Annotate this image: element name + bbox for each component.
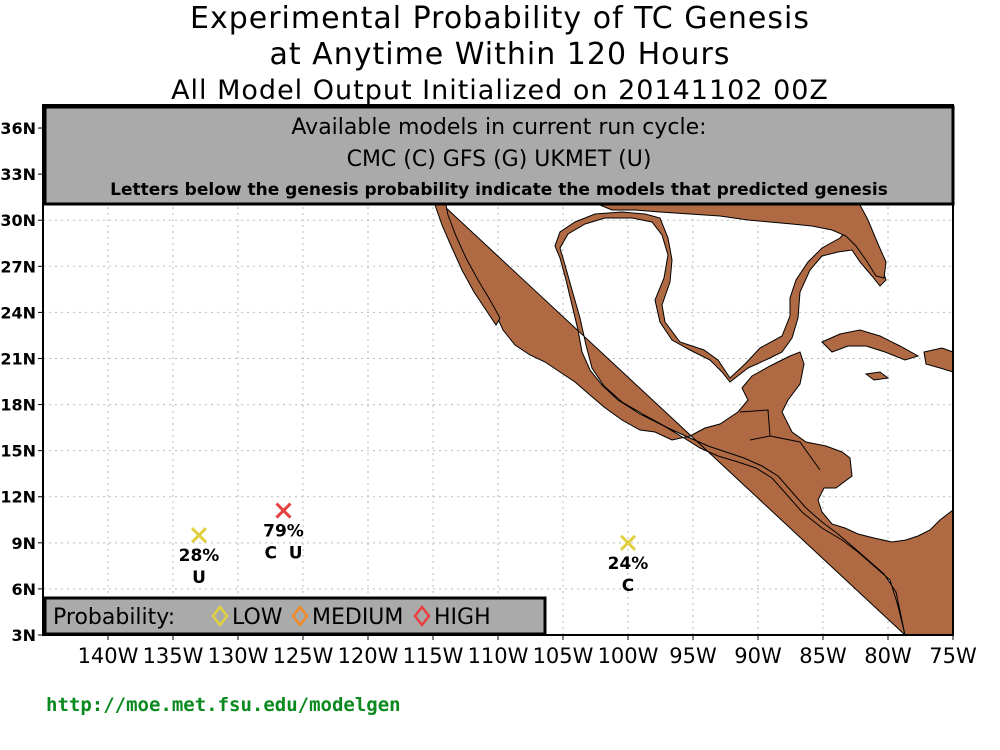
lat-tick-label: 9N [11,534,36,553]
lon-tick-label: 115W [403,644,464,668]
diamond-icon [413,604,431,628]
lat-tick-label: 15N [0,442,36,461]
lon-tick-label: 95W [669,644,717,668]
info-box [43,105,955,206]
diamond-icon [291,604,309,628]
legend-item-low: LOW [211,604,283,630]
lon-tick-label: 110W [468,644,529,668]
lon-tick-label: 120W [338,644,399,668]
model-letters-label: C U [264,544,302,564]
lon-tick-label: 85W [799,644,847,668]
lat-tick-label: 12N [0,488,36,507]
info-box-heading: Available models in current run cycle: [291,115,706,140]
x-marker-icon [190,527,208,544]
lat-tick-label: 24N [0,303,36,322]
info-box-note: Letters below the genesis probability in… [110,180,888,200]
legend-item-label: HIGH [434,605,491,630]
lat-tick-label: 21N [0,349,36,368]
florida-landmass [599,204,887,279]
legend-item-medium: MEDIUM [291,604,403,630]
info-box-models: CMC (C) GFS (G) UKMET (U) [347,147,652,172]
lon-tick-label: 130W [208,644,269,668]
probability-label: 79% [263,522,304,542]
legend-item-high: HIGH [413,604,491,630]
lon-tick-label: 100W [598,644,659,668]
title-line-2: at Anytime Within 120 Hours [269,37,731,72]
genesis-map: Available models in current run cycle: C… [0,104,977,668]
genesis-marker: 79%C U [263,502,304,564]
lon-tick-label: 135W [143,644,204,668]
jamaica-landmass [864,371,890,381]
model-letters-label: C [622,576,634,596]
lat-tick-label: 33N [0,165,36,184]
title-line-3: All Model Output Initialized on 20141102… [171,75,829,106]
lat-tick-label: 3N [11,626,36,645]
x-marker-icon [619,534,637,551]
cuba-landmass [821,329,920,361]
genesis-marker: 28%U [179,527,220,588]
axis-labels: 3N 6N 9N 12N 15N 18N 21N 24N 27N 30N 33N 36N 140W 135… [0,119,977,668]
genesis-markers: 28%U79%C U24%C [179,502,649,596]
mexico-central-america-landmass [442,203,954,637]
lon-tick-label: 140W [78,644,139,668]
baja-california-landmass [434,204,501,326]
lat-tick-label: 6N [11,580,36,599]
probability-label: 28% [179,546,220,566]
model-letters-label: U [192,568,206,588]
legend-label: Probability: [53,605,175,630]
genesis-marker: 24%C [608,534,649,596]
legend-item-label: LOW [232,605,283,630]
lon-tick-label: 75W [929,644,977,668]
probability-label: 24% [608,554,649,574]
footer-url[interactable]: http://moe.met.fsu.edu/modelgen [46,694,401,716]
legend-item-label: MEDIUM [312,605,403,630]
lon-tick-label: 125W [273,644,334,668]
lat-tick-label: 36N [0,119,36,138]
lon-tick-label: 80W [864,644,912,668]
lat-tick-label: 27N [0,257,36,276]
lat-tick-label: 18N [0,396,36,415]
land-mass [434,203,954,637]
diamond-icon [211,604,229,628]
x-marker-icon [275,502,292,519]
lon-tick-label: 105W [533,644,594,668]
lat-tick-label: 30N [0,211,36,230]
lon-tick-label: 90W [734,644,782,668]
legend: Probability: LOW MEDIUM HIGH [43,596,547,636]
title-line-1: Experimental Probability of TC Genesis [190,1,810,36]
